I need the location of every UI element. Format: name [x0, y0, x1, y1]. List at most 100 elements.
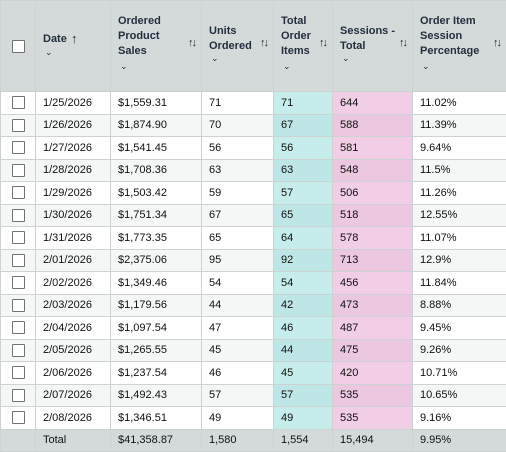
row-total-order-items: 56: [273, 136, 333, 160]
column-label-units-ordered: Units Ordered: [209, 25, 252, 52]
table-row: 2/02/2026 $1,349.46 54 54 456 11.84%: [0, 271, 506, 295]
row-units: 44: [201, 293, 274, 317]
row-sales: $1,346.51: [110, 406, 202, 430]
column-label-sessions-total: Sessions - Total: [340, 25, 396, 52]
row-session-percentage: 11.39%: [412, 113, 506, 137]
row-sales: $1,773.35: [110, 226, 202, 250]
row-select-cell: [0, 136, 36, 160]
column-label-total-order-items: Total Order Items: [281, 15, 311, 57]
table-row: 1/29/2026 $1,503.42 59 57 506 11.26%: [0, 181, 506, 205]
row-session-percentage: 11.26%: [412, 181, 506, 205]
row-checkbox[interactable]: [11, 141, 25, 155]
row-checkbox[interactable]: [11, 96, 25, 110]
row-sessions: 456: [332, 271, 413, 295]
row-checkbox[interactable]: [11, 343, 25, 357]
chevron-down-icon[interactable]: ⌄: [45, 47, 53, 57]
row-checkbox[interactable]: [11, 118, 25, 132]
column-header-units-ordered[interactable]: Units Ordered ↑↓ ⌄: [201, 0, 274, 92]
column-header-sessions-total[interactable]: Sessions - Total ↑↓ ⌄: [332, 0, 413, 92]
select-all-header: [0, 0, 36, 92]
row-sales: $1,708.36: [110, 158, 202, 182]
row-date: 1/29/2026: [35, 181, 111, 205]
table-row: 2/01/2026 $2,375.06 95 92 713 12.9%: [0, 248, 506, 272]
row-checkbox[interactable]: [11, 366, 25, 380]
row-session-percentage: 11.84%: [412, 271, 506, 295]
column-header-date[interactable]: Date ↑ ⌄: [35, 0, 111, 92]
row-session-percentage: 11.02%: [412, 91, 506, 115]
chevron-down-icon[interactable]: ⌄: [342, 53, 350, 63]
row-sessions: 475: [332, 338, 413, 362]
row-select-cell: [0, 113, 36, 137]
row-select-cell: [0, 91, 36, 115]
row-units: 63: [201, 158, 274, 182]
chevron-down-icon[interactable]: ⌄: [120, 61, 128, 71]
table-row: 1/26/2026 $1,874.90 70 67 588 11.39%: [0, 113, 506, 137]
row-checkbox[interactable]: [11, 163, 25, 177]
row-checkbox[interactable]: [11, 298, 25, 312]
row-select-cell: [0, 406, 36, 430]
row-date: 2/04/2026: [35, 316, 111, 340]
row-date: 2/02/2026: [35, 271, 111, 295]
row-sessions: 644: [332, 91, 413, 115]
table-row: 1/28/2026 $1,708.36 63 63 548 11.5%: [0, 158, 506, 182]
chevron-down-icon[interactable]: ⌄: [422, 61, 430, 71]
table-row: 2/05/2026 $1,265.55 45 44 475 9.26%: [0, 338, 506, 362]
table-row: 2/04/2026 $1,097.54 47 46 487 9.45%: [0, 316, 506, 340]
row-session-percentage: 10.65%: [412, 383, 506, 407]
row-total-order-items: 71: [273, 91, 333, 115]
row-session-percentage: 9.64%: [412, 136, 506, 160]
sort-ascending-icon[interactable]: ↑: [71, 31, 78, 46]
row-total-order-items: 57: [273, 181, 333, 205]
row-checkbox[interactable]: [11, 411, 25, 425]
row-date: 1/31/2026: [35, 226, 111, 250]
row-session-percentage: 11.07%: [412, 226, 506, 250]
row-session-percentage: 9.16%: [412, 406, 506, 430]
column-header-ordered-product-sales[interactable]: Ordered Product Sales ↑↓ ⌄: [110, 0, 202, 92]
row-sales: $1,503.42: [110, 181, 202, 205]
chevron-down-icon[interactable]: ⌄: [283, 61, 291, 71]
row-units: 54: [201, 271, 274, 295]
chevron-down-icon[interactable]: ⌄: [211, 53, 219, 63]
row-units: 49: [201, 406, 274, 430]
row-units: 65: [201, 226, 274, 250]
sort-toggle-icon[interactable]: ↑↓: [399, 37, 408, 49]
row-checkbox[interactable]: [11, 186, 25, 200]
sort-toggle-icon[interactable]: ↑↓: [260, 37, 269, 49]
row-sessions: 548: [332, 158, 413, 182]
row-units: 45: [201, 338, 274, 362]
sort-toggle-icon[interactable]: ↑↓: [319, 37, 328, 49]
row-session-percentage: 12.9%: [412, 248, 506, 272]
select-all-checkbox[interactable]: [11, 39, 25, 53]
row-select-cell: [0, 226, 36, 250]
row-checkbox[interactable]: [11, 253, 25, 267]
row-checkbox[interactable]: [11, 388, 25, 402]
total-label: Total: [35, 428, 111, 452]
total-sessions: 15,494: [332, 428, 413, 452]
row-checkbox[interactable]: [11, 321, 25, 335]
column-header-order-item-session-percentage[interactable]: Order Item Session Percentage ↑↓ ⌄: [412, 0, 506, 92]
row-sales: $1,265.55: [110, 338, 202, 362]
row-units: 70: [201, 113, 274, 137]
row-total-order-items: 57: [273, 383, 333, 407]
sort-toggle-icon[interactable]: ↑↓: [493, 37, 502, 49]
sort-toggle-icon[interactable]: ↑↓: [188, 37, 197, 49]
row-checkbox[interactable]: [11, 208, 25, 222]
row-date: 1/25/2026: [35, 91, 111, 115]
row-sales: $1,559.31: [110, 91, 202, 115]
row-select-cell: [0, 203, 36, 227]
row-sales: $1,179.56: [110, 293, 202, 317]
total-row-spacer: [0, 428, 36, 452]
row-date: 1/28/2026: [35, 158, 111, 182]
row-units: 46: [201, 361, 274, 385]
row-total-order-items: 46: [273, 316, 333, 340]
row-sessions: 487: [332, 316, 413, 340]
row-total-order-items: 54: [273, 271, 333, 295]
row-units: 67: [201, 203, 274, 227]
row-date: 2/03/2026: [35, 293, 111, 317]
column-header-total-order-items[interactable]: Total Order Items ↑↓ ⌄: [273, 0, 333, 92]
row-sessions: 581: [332, 136, 413, 160]
row-sessions: 518: [332, 203, 413, 227]
row-sessions: 420: [332, 361, 413, 385]
row-checkbox[interactable]: [11, 231, 25, 245]
row-checkbox[interactable]: [11, 276, 25, 290]
